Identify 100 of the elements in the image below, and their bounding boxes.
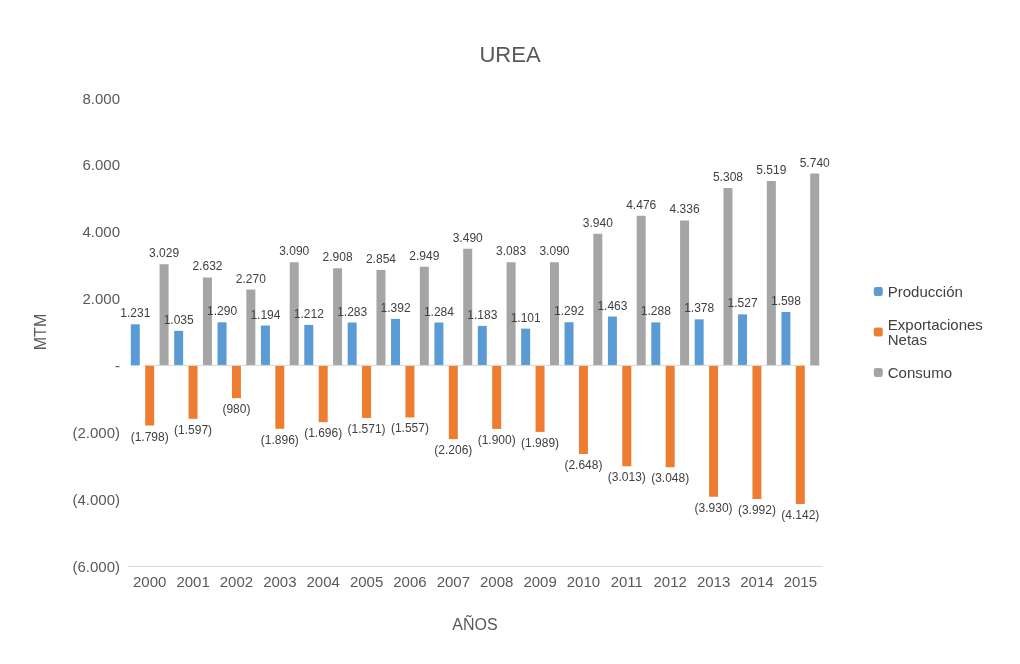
bar	[448, 365, 458, 440]
data-label: 1.231	[120, 306, 151, 321]
data-label: 3.029	[149, 246, 180, 261]
bar	[145, 365, 155, 426]
bar	[578, 365, 588, 454]
x-tick-label: 2002	[219, 573, 254, 590]
y-tick-label: 6.000	[82, 156, 120, 174]
data-label: (3.048)	[651, 471, 690, 486]
x-tick-label: 2004	[306, 573, 340, 590]
bar	[347, 322, 357, 366]
legend-label: Consumo	[887, 364, 952, 381]
data-label: 1.283	[337, 304, 368, 319]
bar	[318, 365, 328, 423]
x-tick-label: 2000	[133, 573, 167, 590]
y-tick-label: -	[115, 356, 120, 374]
data-label: (1.896)	[260, 432, 299, 447]
bar	[651, 322, 661, 366]
data-label: 1.212	[293, 306, 325, 321]
data-label: 5.308	[712, 169, 744, 184]
bar	[391, 318, 401, 366]
data-label: 1.288	[640, 304, 672, 319]
data-label: (4.142)	[781, 507, 820, 522]
data-label: 1.284	[423, 304, 455, 319]
x-tick-label: 2014	[740, 573, 774, 590]
data-label: 1.598	[770, 294, 802, 309]
x-tick-label: 2003	[263, 573, 297, 590]
legend-label: Producción	[887, 283, 963, 300]
y-tick-label: (2.000)	[72, 423, 120, 441]
x-tick-label: 2008	[480, 573, 514, 590]
bar	[304, 324, 314, 366]
bar	[477, 325, 487, 366]
data-label: 1.194	[250, 307, 281, 322]
legend-label: Exportaciones Netas	[887, 316, 988, 348]
x-tick-label: 2007	[436, 573, 470, 590]
bar	[752, 365, 762, 499]
bar	[535, 365, 545, 432]
bar	[810, 173, 820, 366]
bar	[665, 365, 675, 468]
bar	[362, 365, 372, 418]
data-label: 2.854	[365, 252, 397, 267]
data-label: 2.270	[235, 271, 267, 286]
data-label: 3.940	[582, 215, 614, 230]
data-label: 1.290	[207, 304, 238, 319]
y-tick-label: 2.000	[82, 290, 120, 308]
data-label: (1.557)	[390, 421, 429, 436]
data-label: (1.900)	[477, 432, 516, 447]
x-tick-label: 2010	[566, 573, 601, 590]
data-label: (2.648)	[564, 457, 603, 472]
chart-title: UREA	[479, 41, 541, 67]
bar	[217, 322, 227, 366]
bar	[405, 365, 415, 418]
data-label: 3.090	[279, 244, 310, 259]
data-label: 5.740	[799, 155, 831, 170]
data-label: 4.476	[626, 197, 657, 212]
bar	[275, 365, 285, 429]
y-tick-label: 8.000	[82, 89, 120, 107]
bar	[434, 322, 444, 366]
y-axis-title: MTM	[31, 313, 49, 351]
data-label: 2.949	[409, 248, 440, 263]
x-tick-label: 2011	[610, 573, 643, 590]
data-label: 3.490	[452, 230, 484, 245]
data-label: 3.083	[496, 244, 527, 259]
bar	[174, 330, 184, 366]
data-label: 2.632	[192, 259, 223, 274]
data-label: (3.013)	[607, 470, 646, 485]
data-label: 5.519	[756, 162, 787, 177]
bar	[607, 316, 617, 366]
x-tick-label: 2001	[176, 573, 210, 590]
data-label: 3.090	[539, 244, 570, 259]
data-label: (1.798)	[130, 429, 169, 444]
bar	[188, 365, 198, 419]
y-tick-label: (6.000)	[72, 557, 120, 575]
bar	[622, 365, 632, 467]
data-label: (1.696)	[304, 426, 343, 441]
data-label: 4.336	[669, 202, 700, 217]
data-label: 1.378	[684, 301, 715, 316]
data-label: (2.206)	[434, 443, 473, 458]
data-label: 1.527	[727, 296, 758, 311]
x-tick-label: 2015	[783, 573, 817, 590]
data-label: (1.571)	[347, 421, 386, 436]
x-tick-label: 2009	[523, 573, 557, 590]
data-label: 2.908	[322, 250, 353, 265]
data-label: (1.597)	[174, 422, 213, 437]
data-label: 1.463	[597, 298, 628, 313]
x-tick-label: 2013	[696, 573, 731, 590]
bar	[521, 328, 531, 366]
x-tick-label: 2005	[349, 573, 384, 590]
bar	[564, 322, 574, 366]
bar	[738, 314, 748, 366]
bar	[231, 365, 241, 399]
data-label: 1.183	[467, 307, 498, 322]
data-label: (3.992)	[737, 502, 776, 517]
bar	[795, 365, 805, 504]
bar	[260, 325, 270, 366]
data-label: (980)	[222, 402, 251, 417]
x-tick-label: 2006	[393, 573, 427, 590]
data-label: 1.292	[554, 304, 585, 319]
data-label: (3.930)	[694, 500, 733, 515]
bar	[492, 365, 502, 429]
bar	[709, 365, 719, 497]
